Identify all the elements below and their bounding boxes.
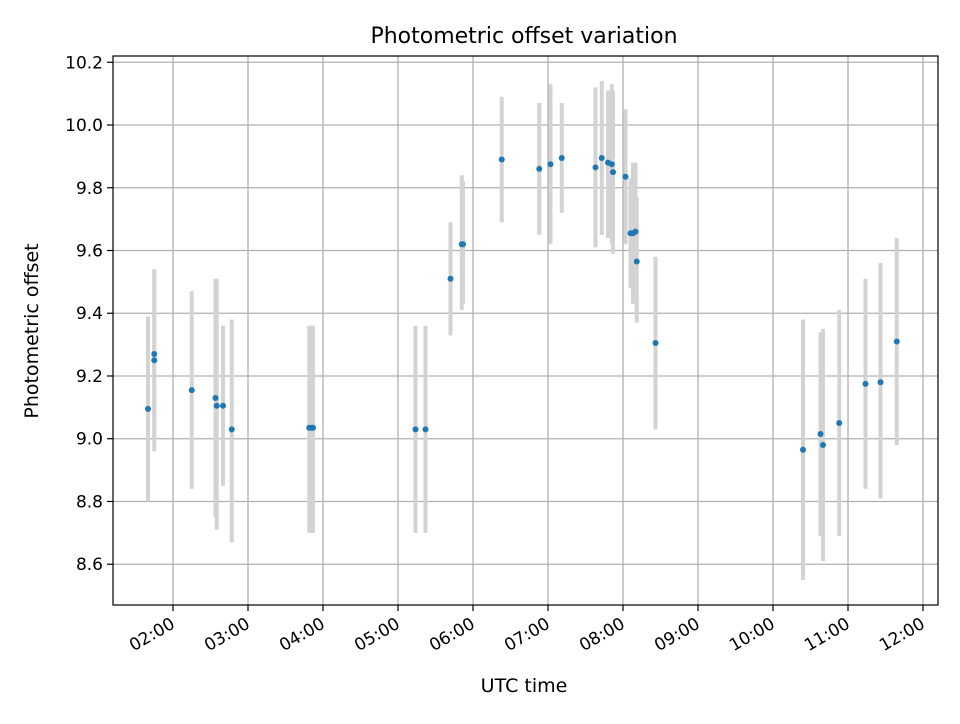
- y-tick-label: 9.2: [76, 367, 103, 387]
- y-tick-label: 9.4: [76, 304, 103, 324]
- plot-frame: [112, 55, 939, 606]
- data-point: [862, 380, 869, 387]
- data-point: [592, 164, 599, 171]
- data-point: [151, 357, 158, 364]
- data-point: [412, 426, 419, 433]
- data-point: [836, 420, 843, 427]
- data-point: [212, 394, 219, 401]
- data-point: [547, 161, 554, 168]
- x-axis-label: UTC time: [481, 675, 568, 697]
- data-point: [310, 424, 316, 431]
- data-point: [536, 165, 543, 172]
- data-point: [220, 402, 226, 409]
- data-point: [877, 379, 884, 386]
- y-axis-ticks: 8.6 8.8 9.0 9.2 9.4 9.6 9.8 10.0 10.2: [65, 53, 113, 575]
- y-tick-label: 9.6: [76, 242, 103, 262]
- data-point: [447, 275, 454, 282]
- y-tick-label: 8.8: [76, 492, 103, 512]
- y-tick-label: 9.8: [76, 179, 103, 199]
- data-point: [188, 387, 195, 394]
- data-point: [460, 241, 466, 248]
- data-point: [228, 426, 235, 433]
- data-point: [820, 442, 826, 449]
- data-point: [608, 161, 615, 168]
- data-point: [151, 351, 158, 358]
- data-point: [632, 228, 639, 235]
- y-tick-label: 8.6: [76, 555, 103, 575]
- data-point: [800, 446, 806, 453]
- data-point: [213, 402, 220, 409]
- y-tick-label: 10.0: [65, 116, 103, 136]
- data-point: [422, 426, 429, 433]
- data-point: [893, 338, 900, 345]
- data-point: [652, 340, 659, 347]
- data-point: [558, 154, 565, 161]
- chart-title: Photometric offset variation: [370, 24, 677, 49]
- data-point: [633, 258, 640, 265]
- data-point: [817, 431, 824, 438]
- y-tick-label: 9.0: [76, 430, 103, 450]
- y-tick-label: 10.2: [65, 53, 103, 73]
- data-point: [145, 405, 151, 412]
- data-points: [145, 154, 900, 453]
- data-point: [498, 156, 505, 163]
- data-point: [622, 173, 629, 180]
- grid: [113, 56, 938, 605]
- data-point: [610, 169, 616, 176]
- data-point: [598, 154, 605, 161]
- y-axis-label: Photometric offset: [21, 243, 43, 418]
